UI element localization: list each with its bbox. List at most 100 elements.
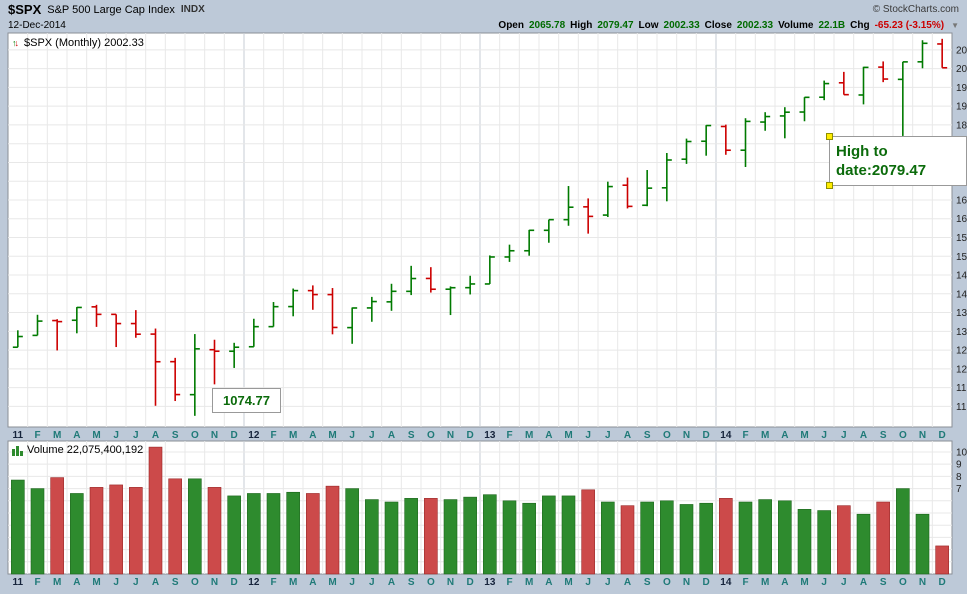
- annotation-high-to-date[interactable]: High to date:2079.47: [826, 133, 967, 189]
- svg-text:F: F: [270, 577, 276, 588]
- svg-text:M: M: [761, 430, 769, 441]
- svg-text:J: J: [369, 430, 375, 441]
- svg-text:A: A: [73, 577, 80, 588]
- svg-text:M: M: [800, 577, 808, 588]
- svg-text:20: 20: [956, 64, 967, 75]
- ohlc-bar: [937, 38, 948, 69]
- ohlc-bar: [425, 267, 436, 293]
- y-axis-labels: 1111121213131414151516161717181819192020…: [956, 45, 967, 495]
- volume-bar: [227, 495, 241, 575]
- svg-text:A: A: [152, 577, 159, 588]
- svg-text:J: J: [369, 577, 375, 588]
- svg-text:M: M: [289, 430, 297, 441]
- volume-bar: [70, 493, 84, 575]
- svg-text:14: 14: [720, 577, 732, 588]
- chart-date: 12-Dec-2014: [8, 20, 66, 31]
- svg-text:12: 12: [956, 364, 967, 375]
- svg-text:O: O: [663, 430, 671, 441]
- svg-text:14: 14: [956, 271, 967, 282]
- ohlc-bar: [150, 328, 161, 406]
- svg-text:A: A: [781, 577, 788, 588]
- volume-bar: [542, 495, 556, 575]
- svg-text:A: A: [388, 577, 395, 588]
- ohlc-bar: [465, 275, 476, 295]
- svg-text:A: A: [860, 430, 867, 441]
- ohlc-bar: [701, 124, 712, 156]
- collapse-quote-icon[interactable]: ▼: [951, 21, 959, 30]
- svg-text:O: O: [899, 577, 907, 588]
- ohlc-bar: [170, 357, 181, 402]
- svg-text:M: M: [564, 430, 572, 441]
- volume-bar: [148, 446, 163, 575]
- ohlc-bar: [838, 71, 849, 96]
- ohlc-bar: [111, 313, 122, 348]
- svg-text:N: N: [211, 577, 218, 588]
- svg-text:12: 12: [956, 346, 967, 357]
- svg-text:N: N: [683, 430, 690, 441]
- volume-bar: [11, 479, 25, 575]
- svg-text:F: F: [742, 430, 748, 441]
- volume-bar: [129, 487, 143, 575]
- svg-text:J: J: [113, 577, 119, 588]
- ohlc-bar: [622, 177, 633, 209]
- ohlc-bar: [661, 152, 672, 202]
- svg-text:F: F: [270, 430, 276, 441]
- ohlc-bar: [917, 40, 928, 69]
- ohlc-bar: [52, 319, 63, 351]
- svg-text:A: A: [73, 430, 80, 441]
- svg-text:F: F: [34, 430, 40, 441]
- svg-text:N: N: [447, 577, 454, 588]
- ohlc-bar: [878, 61, 889, 83]
- svg-text:O: O: [191, 577, 199, 588]
- volume-bar: [266, 493, 281, 575]
- annotation-handle-bottom-left[interactable]: [826, 182, 833, 189]
- svg-text:M: M: [525, 430, 533, 441]
- volume-bar: [738, 501, 753, 575]
- ohlc-bar: [248, 318, 259, 348]
- ohlc-bar: [484, 255, 495, 285]
- svg-text:12: 12: [248, 430, 260, 441]
- ohlc-bar: [819, 80, 830, 101]
- open-label: Open: [498, 20, 524, 31]
- svg-text:F: F: [742, 577, 748, 588]
- low-value: 2002.33: [663, 20, 700, 31]
- annotation-handle-top-left[interactable]: [826, 133, 833, 140]
- svg-text:15: 15: [956, 233, 967, 244]
- volume-legend: Volume 22,075,400,192: [12, 444, 143, 456]
- svg-text:M: M: [53, 577, 61, 588]
- volume-bar: [188, 478, 202, 575]
- annotation-low[interactable]: 1074.77: [212, 388, 281, 413]
- exchange-label: INDX: [180, 4, 205, 15]
- svg-text:J: J: [349, 577, 355, 588]
- volume-bars: [11, 446, 949, 575]
- svg-text:J: J: [349, 430, 355, 441]
- volume-bar: [561, 495, 576, 575]
- ohlc-bar: [799, 96, 810, 122]
- svg-text:D: D: [231, 577, 238, 588]
- svg-text:13: 13: [484, 577, 496, 588]
- svg-text:16: 16: [956, 214, 967, 225]
- ohlc-bar: [209, 339, 220, 385]
- svg-text:A: A: [860, 577, 867, 588]
- svg-text:O: O: [663, 577, 671, 588]
- low-label: Low: [638, 20, 659, 31]
- svg-text:D: D: [703, 577, 710, 588]
- svg-text:M: M: [328, 430, 336, 441]
- volume-bar: [522, 502, 536, 575]
- svg-text:14: 14: [720, 430, 732, 441]
- volume-label: Volume: [778, 20, 814, 31]
- volume-bar: [483, 494, 497, 575]
- svg-text:D: D: [939, 430, 946, 441]
- svg-text:S: S: [880, 577, 887, 588]
- svg-text:M: M: [525, 577, 533, 588]
- volume-bar: [286, 491, 300, 575]
- ohlc-bar: [91, 304, 102, 327]
- volume-bar: [758, 499, 772, 575]
- ohlc-bar: [189, 334, 200, 416]
- svg-text:M: M: [800, 430, 808, 441]
- volume-bar: [30, 488, 45, 575]
- svg-text:A: A: [309, 577, 316, 588]
- ohlc-bar: [12, 330, 23, 349]
- svg-text:A: A: [624, 430, 631, 441]
- svg-text:S: S: [880, 430, 887, 441]
